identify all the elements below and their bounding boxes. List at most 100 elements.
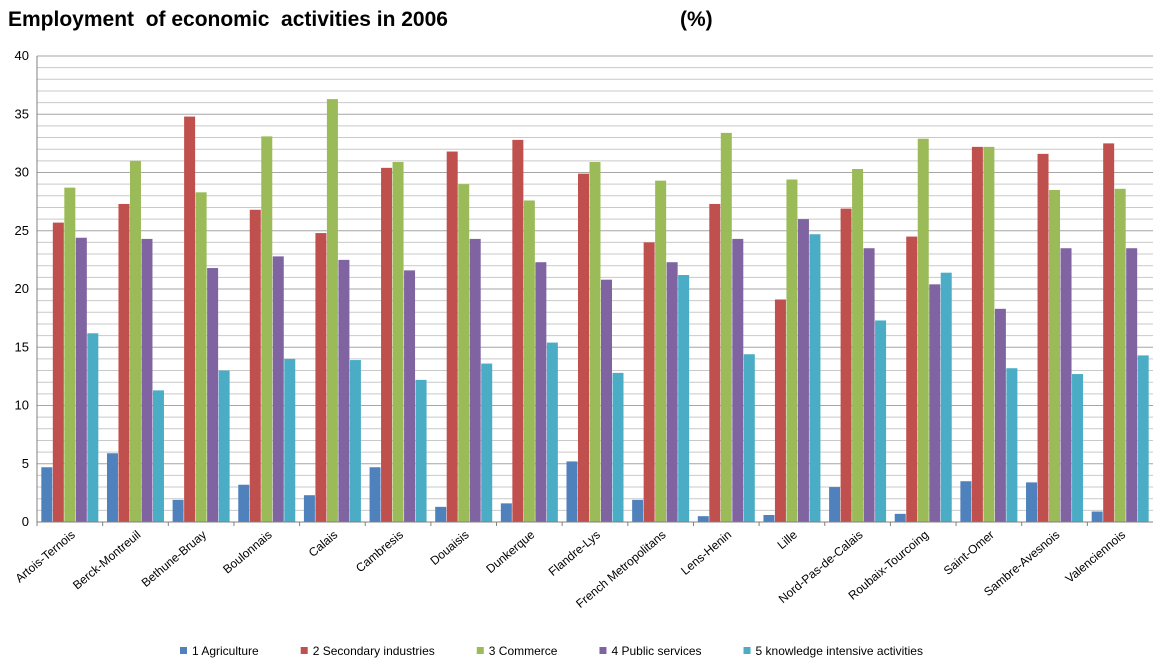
x-category-label: Calais bbox=[306, 528, 341, 560]
y-tick-label: 30 bbox=[15, 165, 29, 180]
bar bbox=[195, 192, 207, 522]
bar bbox=[655, 180, 667, 522]
y-tick-label: 0 bbox=[22, 514, 29, 529]
x-category-label: Saint-Omer bbox=[941, 528, 997, 578]
bar bbox=[940, 272, 952, 522]
bar bbox=[983, 146, 995, 522]
bar bbox=[1126, 248, 1138, 522]
bar bbox=[994, 308, 1006, 522]
bar bbox=[249, 209, 261, 522]
bar bbox=[917, 138, 929, 522]
bar bbox=[481, 363, 493, 522]
bar bbox=[774, 299, 786, 522]
y-tick-label: 15 bbox=[15, 339, 29, 354]
bar bbox=[52, 222, 64, 522]
bar bbox=[369, 467, 381, 522]
bar bbox=[732, 238, 744, 522]
bar bbox=[458, 184, 470, 522]
x-category-label: Lens-Henin bbox=[678, 528, 734, 578]
bar bbox=[446, 151, 458, 522]
legend-label: 2 Secondary industries bbox=[313, 644, 435, 658]
y-tick-label: 10 bbox=[15, 398, 29, 413]
bar bbox=[1072, 374, 1084, 522]
bar bbox=[643, 242, 655, 522]
bar bbox=[184, 116, 196, 522]
x-category-label: Dunkerque bbox=[483, 527, 537, 576]
bar bbox=[697, 516, 709, 522]
bar bbox=[840, 208, 852, 523]
bar bbox=[1026, 482, 1038, 522]
bar bbox=[763, 515, 775, 522]
bar bbox=[207, 268, 219, 522]
bar bbox=[1006, 368, 1018, 522]
bar bbox=[512, 139, 524, 522]
legend-label: 1 Agriculture bbox=[192, 644, 259, 658]
y-tick-label: 25 bbox=[15, 223, 29, 238]
bar bbox=[809, 234, 821, 522]
bar bbox=[601, 279, 612, 522]
bar bbox=[612, 372, 624, 522]
chart-unit-label: (%) bbox=[680, 8, 713, 31]
bar bbox=[709, 203, 721, 522]
bar bbox=[546, 342, 558, 522]
x-category-label: Flandre-Lys bbox=[546, 528, 603, 579]
bar bbox=[797, 219, 809, 522]
bar bbox=[863, 248, 875, 522]
bar bbox=[141, 238, 153, 522]
x-axis-labels: Artois-TernoisBerck-MontreuilBethune-Bru… bbox=[13, 527, 1129, 610]
y-tick-label: 20 bbox=[15, 281, 29, 296]
bar bbox=[303, 495, 315, 522]
x-category-label: Lille bbox=[775, 527, 801, 552]
y-tick-label: 40 bbox=[15, 48, 29, 63]
x-category-label: Cambresis bbox=[353, 528, 406, 576]
bar bbox=[315, 233, 327, 522]
bar bbox=[1091, 511, 1103, 522]
bar bbox=[1049, 189, 1061, 522]
bar bbox=[349, 360, 361, 522]
bar bbox=[578, 173, 589, 523]
bar bbox=[64, 187, 76, 522]
bar bbox=[469, 238, 481, 522]
bars bbox=[41, 99, 1149, 523]
bar bbox=[272, 256, 284, 522]
bar bbox=[338, 259, 350, 522]
bar bbox=[404, 270, 416, 522]
bar bbox=[392, 162, 404, 522]
bar bbox=[829, 487, 841, 522]
legend-swatch bbox=[180, 647, 187, 654]
bar bbox=[218, 370, 230, 522]
legend-swatch bbox=[599, 647, 607, 654]
bar bbox=[87, 333, 99, 522]
bar bbox=[238, 484, 250, 522]
bar bbox=[284, 358, 296, 522]
y-tick-label: 35 bbox=[15, 106, 29, 121]
legend-label: 4 Public services bbox=[611, 644, 701, 658]
bar bbox=[971, 146, 983, 522]
bar bbox=[894, 513, 906, 522]
x-category-label: Berck-Montreuil bbox=[70, 528, 143, 593]
bar bbox=[720, 132, 732, 522]
bar bbox=[1103, 143, 1115, 522]
bar bbox=[523, 200, 535, 522]
x-category-label: Artois-Ternois bbox=[13, 528, 78, 586]
legend-label: 5 knowledge intensive activities bbox=[756, 644, 923, 658]
legend: 1 Agriculture 2 Secondary industries 3 Com… bbox=[180, 644, 923, 658]
chart-title: Employment of economic activities in 200… bbox=[8, 8, 448, 31]
bar bbox=[566, 461, 578, 522]
bar bbox=[1037, 153, 1049, 523]
bar bbox=[875, 320, 887, 522]
x-category-label: Valenciennois bbox=[1063, 528, 1129, 586]
bar bbox=[535, 262, 547, 522]
x-category-label: Boulonnais bbox=[220, 528, 274, 577]
bar bbox=[929, 284, 941, 522]
bar bbox=[960, 481, 972, 522]
bar bbox=[1060, 248, 1072, 522]
axes bbox=[36, 56, 1153, 526]
bar bbox=[435, 506, 447, 522]
bar bbox=[75, 237, 87, 523]
y-axis-ticks: 0 5 10 15 20 25 30 35 40 bbox=[15, 48, 29, 529]
bar bbox=[129, 160, 141, 522]
bar bbox=[381, 167, 393, 522]
bar bbox=[589, 162, 601, 522]
